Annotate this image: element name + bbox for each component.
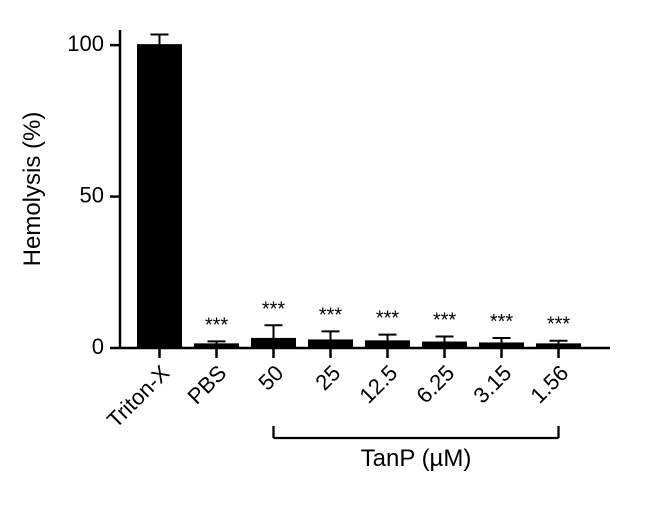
x-group-label: TanP (µM) (361, 445, 472, 472)
hemolysis-bar-chart: *** *** *** *** *** *** *** Triton-XPBS 50 25 12.… (0, 0, 652, 517)
chart-svg: *** *** *** *** *** *** *** Triton-XPBS 50 25 12.… (0, 0, 652, 517)
y-tick-label: 50 (80, 182, 104, 207)
significance-annotation: *** (547, 314, 571, 336)
x-tick-label: 50 (253, 360, 288, 395)
bar (537, 344, 580, 348)
significance-annotation: *** (319, 304, 343, 326)
significance-annotation: *** (433, 309, 457, 331)
bar (423, 343, 466, 348)
y-tick-label: 100 (67, 31, 104, 56)
bar (195, 344, 238, 348)
x-tick-label: 25 (310, 360, 345, 395)
x-tick-label: 12.5 (354, 360, 402, 408)
x-tick-label: 1.56 (525, 360, 573, 408)
bar (480, 343, 523, 348)
y-axis-label: Hemolysis (%) (19, 112, 46, 267)
x-tick-label: PBS (183, 360, 232, 409)
y-tick-label: 0 (92, 334, 104, 359)
x-tick-label: 6.25 (411, 360, 459, 408)
significance-annotation: *** (262, 298, 286, 320)
bar (138, 45, 181, 348)
significance-annotation: *** (490, 311, 514, 333)
significance-annotation: *** (205, 314, 229, 336)
x-tick-label: 3.15 (468, 360, 516, 408)
bar (252, 339, 295, 348)
x-tick-label: Triton-X (102, 360, 175, 433)
bar (366, 341, 409, 348)
bar (309, 340, 352, 348)
significance-annotation: *** (376, 308, 400, 330)
